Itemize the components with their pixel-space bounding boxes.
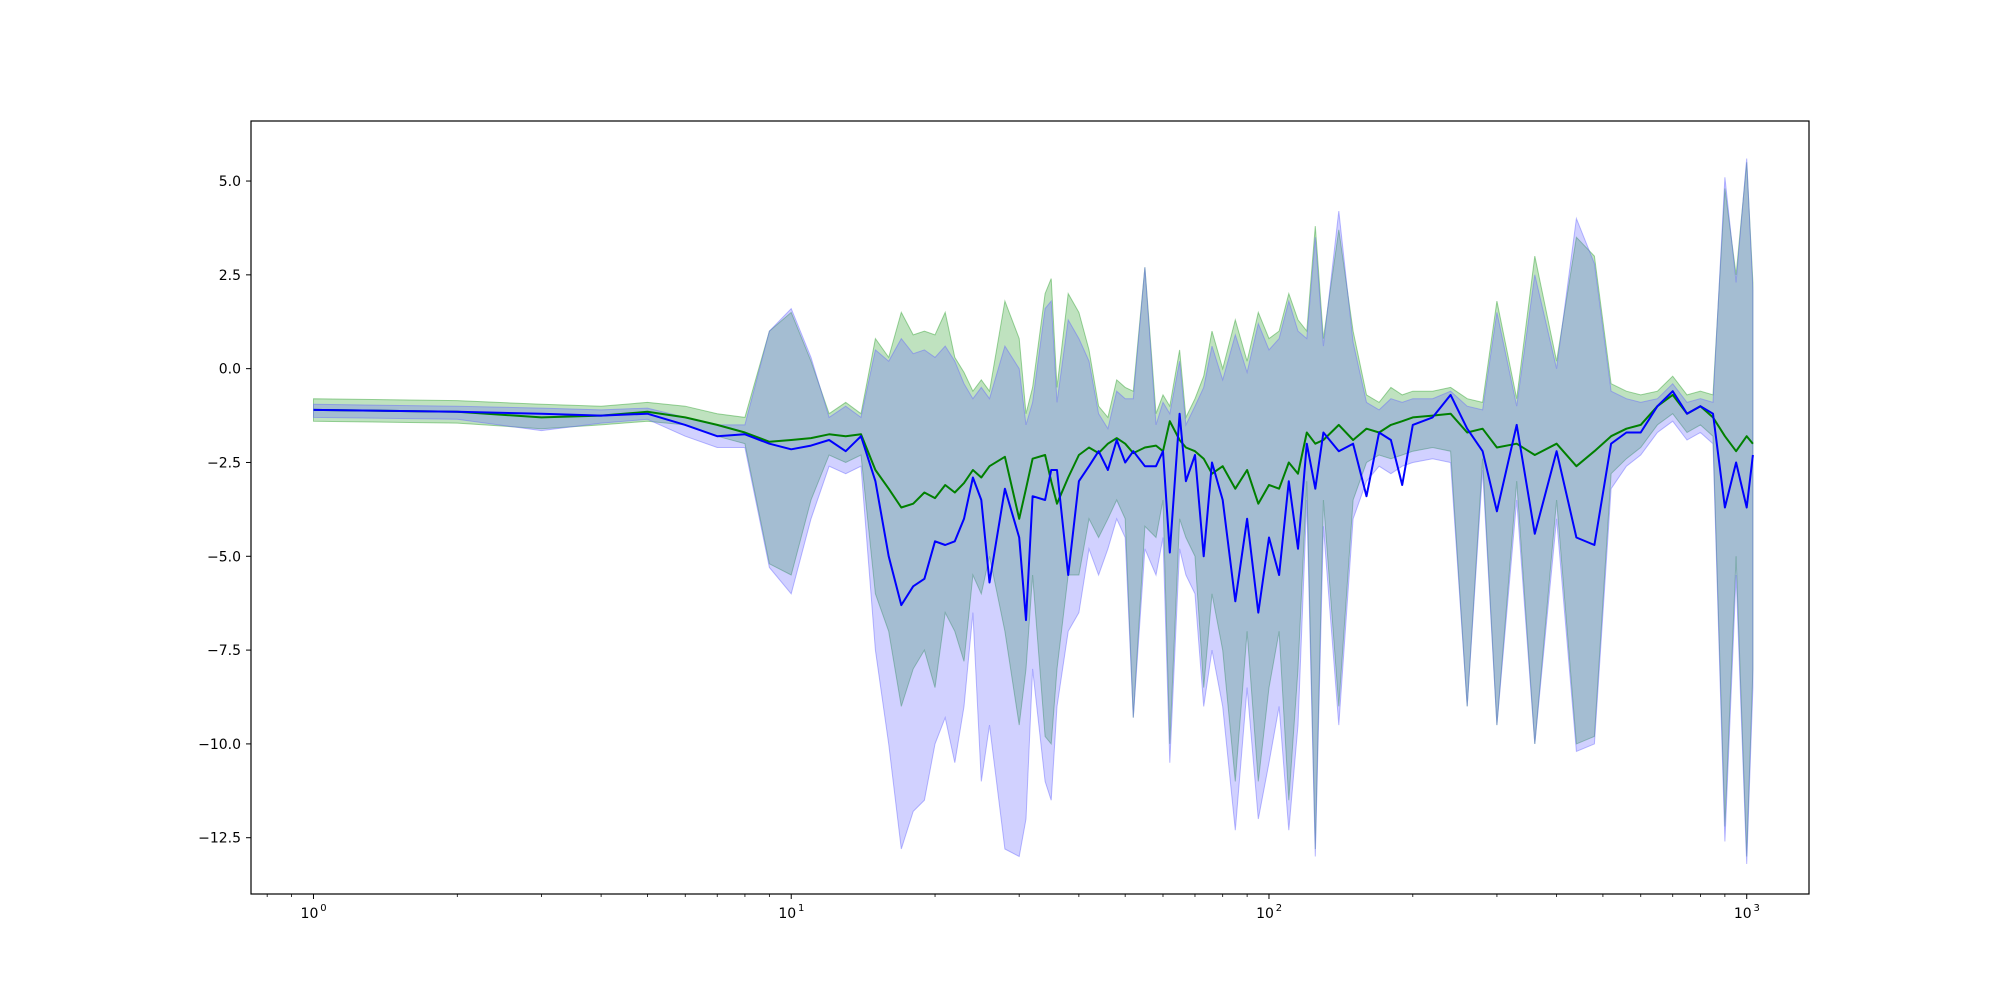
x-tick-exponent: 1 [798, 903, 804, 914]
x-tick-label: 10 [1256, 906, 1274, 922]
series-1-band [313, 162, 1754, 857]
y-tick-label: −10.0 [198, 737, 241, 753]
x-tick-label: 10 [778, 906, 796, 922]
plot-frame [250, 120, 1810, 895]
y-tick-label: −2.5 [207, 455, 241, 471]
y-tick-label: −7.5 [207, 643, 241, 659]
series-2-band [313, 158, 1754, 865]
series-2-line [313, 390, 1754, 622]
x-tick-exponent: 3 [1754, 903, 1760, 914]
x-axis: 10 0 10 1 10 2 10 3 [266, 894, 1760, 922]
series-lines [313, 390, 1754, 622]
y-tick-label: 0.0 [219, 362, 241, 378]
y-tick-label: 2.5 [219, 268, 241, 284]
y-tick-label: 5.0 [219, 174, 241, 190]
x-tick-exponent: 2 [1276, 903, 1282, 914]
confidence-bands [313, 158, 1754, 865]
x-tick-label: 10 [301, 906, 319, 922]
y-tick-label: −12.5 [198, 831, 241, 847]
y-tick-label: −5.0 [207, 549, 241, 565]
x-tick-exponent: 0 [320, 903, 326, 914]
x-tick-label: 10 [1734, 906, 1752, 922]
series-1-line [313, 393, 1754, 520]
y-axis: 5.0 2.5 0.0 −2.5 −5.0 −7.5 −10.0 −12.5 [198, 174, 251, 847]
